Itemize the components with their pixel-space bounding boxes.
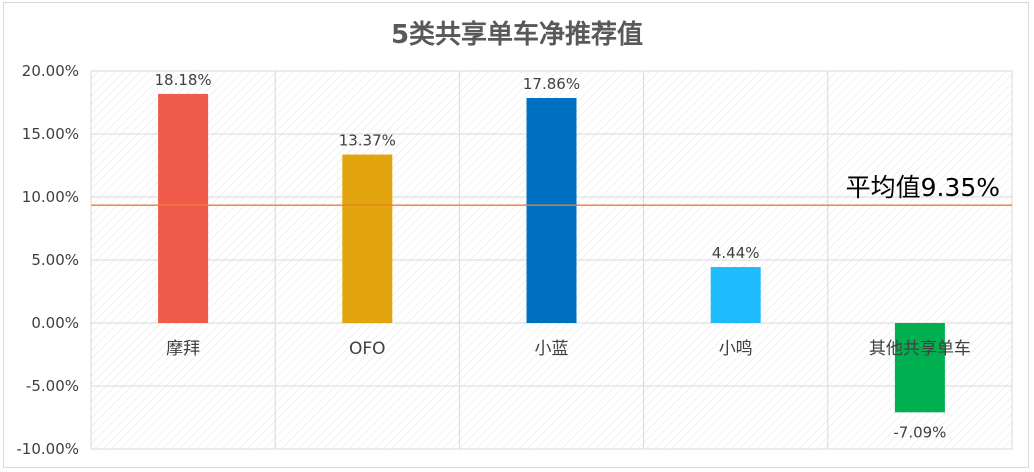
y-tick-label: 0.00%	[31, 314, 79, 332]
y-tick-label: -5.00%	[26, 377, 79, 395]
y-tick-label: 5.00%	[31, 251, 79, 269]
bar	[342, 154, 393, 323]
average-line-group: 平均值9.35%	[91, 173, 1012, 206]
y-tick-label: 20.00%	[22, 62, 79, 80]
average-label: 平均值9.35%	[846, 173, 1000, 202]
data-label: 17.86%	[523, 75, 580, 93]
data-label: 4.44%	[712, 244, 760, 262]
category-label: 摩拜	[166, 339, 200, 359]
bar	[158, 93, 209, 323]
data-label: 13.37%	[339, 132, 396, 150]
y-tick-label: -10.00%	[16, 440, 79, 458]
category-label: 小蓝	[535, 339, 569, 359]
data-label: 18.18%	[154, 71, 211, 89]
x-axis: 摩拜 OFO 小蓝 小鸣 其他共享单车	[166, 339, 971, 359]
bar	[526, 97, 577, 324]
bars	[158, 93, 945, 413]
category-label: 其他共享单车	[869, 339, 971, 359]
y-axis: 20.00% 15.00% 10.00% 5.00% 0.00% -5.00% -10.00…	[16, 62, 79, 458]
category-label: 小鸣	[719, 339, 753, 359]
category-label: OFO	[349, 339, 386, 359]
chart-title: 5类共享单车净推荐值	[390, 20, 644, 50]
y-tick-label: 15.00%	[22, 125, 79, 143]
y-tick-label: 10.00%	[22, 188, 79, 206]
data-label: -7.09%	[893, 423, 946, 441]
bar	[710, 267, 761, 323]
bar	[894, 323, 945, 413]
data-labels: 18.18% 13.37% 17.86% 4.44% -7.09%	[154, 71, 946, 441]
